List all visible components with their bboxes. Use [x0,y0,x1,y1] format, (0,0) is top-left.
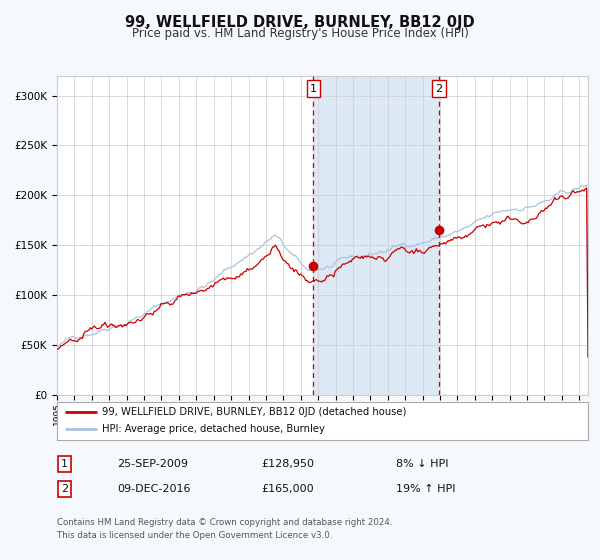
Text: 19% ↑ HPI: 19% ↑ HPI [396,484,455,494]
Text: Contains HM Land Registry data © Crown copyright and database right 2024.
This d: Contains HM Land Registry data © Crown c… [57,519,392,540]
Text: 1: 1 [310,83,317,94]
Text: 1: 1 [61,459,68,469]
Text: HPI: Average price, detached house, Burnley: HPI: Average price, detached house, Burn… [102,424,325,435]
Text: 2: 2 [61,484,68,494]
Text: 99, WELLFIELD DRIVE, BURNLEY, BB12 0JD: 99, WELLFIELD DRIVE, BURNLEY, BB12 0JD [125,15,475,30]
Text: £128,950: £128,950 [261,459,314,469]
Text: Price paid vs. HM Land Registry's House Price Index (HPI): Price paid vs. HM Land Registry's House … [131,27,469,40]
Text: £165,000: £165,000 [261,484,314,494]
Text: 09-DEC-2016: 09-DEC-2016 [117,484,191,494]
Text: 99, WELLFIELD DRIVE, BURNLEY, BB12 0JD (detached house): 99, WELLFIELD DRIVE, BURNLEY, BB12 0JD (… [102,407,407,417]
Text: 2: 2 [435,83,442,94]
Text: 25-SEP-2009: 25-SEP-2009 [117,459,188,469]
Text: 8% ↓ HPI: 8% ↓ HPI [396,459,449,469]
Bar [313,76,439,395]
